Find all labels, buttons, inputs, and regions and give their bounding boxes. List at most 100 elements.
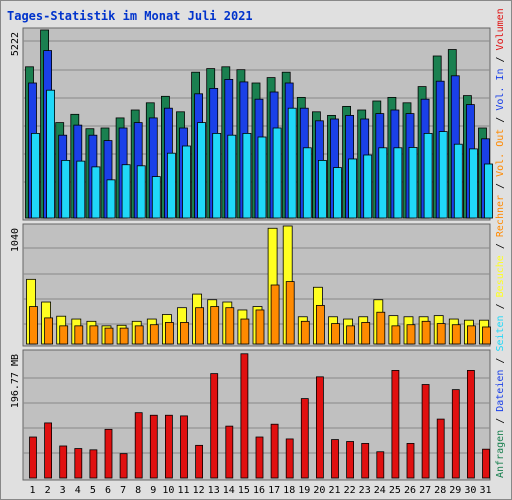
x-axis-label-day-7: 7 xyxy=(120,485,126,496)
x-axis-label-day-8: 8 xyxy=(135,485,141,496)
bar-seiten-day-17 xyxy=(272,127,282,219)
x-axis-label-day-20: 20 xyxy=(313,485,325,496)
bar-volumen-day-24 xyxy=(376,451,385,479)
legend-besuche: Besuche xyxy=(495,255,506,303)
bar-seiten-day-19 xyxy=(302,147,312,219)
x-axis-label-day-4: 4 xyxy=(75,485,81,496)
bar-seiten-day-30 xyxy=(468,148,478,219)
x-axis-label-day-15: 15 xyxy=(238,485,250,496)
bar-volumen-day-5 xyxy=(89,449,98,479)
x-axis-label-day-26: 26 xyxy=(404,485,416,496)
bar-rechner-day-2 xyxy=(44,317,53,345)
x-axis-label-day-2: 2 xyxy=(45,485,51,496)
y-axis-max-label-middle: 1040 xyxy=(10,228,21,252)
bar-rechner-day-23 xyxy=(361,322,371,345)
x-axis-label-day-25: 25 xyxy=(389,485,401,496)
bar-seiten-day-10 xyxy=(166,152,176,219)
legend-dateien: Dateien xyxy=(495,370,506,418)
bar-seiten-day-4 xyxy=(76,160,86,219)
bar-seiten-day-26 xyxy=(408,147,418,219)
x-axis-label-day-29: 29 xyxy=(449,485,461,496)
bar-volumen-day-6 xyxy=(104,428,113,479)
bar-volumen-day-1 xyxy=(29,436,37,479)
bar-volumen-day-18 xyxy=(285,438,294,479)
x-axis-label-day-21: 21 xyxy=(328,485,340,496)
legend-separator: / xyxy=(495,418,506,430)
bar-seiten-day-21 xyxy=(333,167,342,219)
bar-seiten-day-9 xyxy=(151,176,161,219)
bar-seiten-day-3 xyxy=(61,159,71,219)
bar-rechner-day-25 xyxy=(391,325,401,345)
x-axis-label-day-17: 17 xyxy=(268,485,280,496)
bar-seiten-day-12 xyxy=(197,122,207,219)
legend-vol-in: Vol. In xyxy=(495,69,506,117)
bar-volumen-day-20 xyxy=(315,376,324,479)
bar-seiten-day-25 xyxy=(393,147,403,219)
bar-volumen-day-31 xyxy=(482,448,490,479)
bar-rechner-day-16 xyxy=(255,309,265,345)
x-axis-label-day-1: 1 xyxy=(29,485,35,496)
x-axis-label-day-31: 31 xyxy=(479,485,491,496)
bar-seiten-day-24 xyxy=(378,147,388,219)
legend-separator: / xyxy=(495,183,506,195)
x-axis-label-day-5: 5 xyxy=(90,485,96,496)
bar-rechner-day-31 xyxy=(482,326,491,345)
bar-volumen-day-29 xyxy=(451,389,460,479)
bar-rechner-day-12 xyxy=(195,307,205,345)
y-axis-max-label-top: 5222 xyxy=(10,32,21,56)
bar-volumen-day-16 xyxy=(255,436,264,479)
bar-rechner-day-21 xyxy=(331,323,340,345)
bar-seiten-day-6 xyxy=(106,179,116,219)
bar-volumen-day-23 xyxy=(361,443,370,479)
x-axis-label-day-27: 27 xyxy=(419,485,431,496)
bar-volumen-day-30 xyxy=(466,370,475,479)
bar-seiten-day-11 xyxy=(182,145,191,219)
bar-seiten-day-13 xyxy=(212,132,222,219)
bar-seiten-day-29 xyxy=(453,143,463,219)
bar-volumen-day-14 xyxy=(225,425,234,479)
x-axis-label-day-14: 14 xyxy=(223,485,235,496)
x-axis-label-day-23: 23 xyxy=(359,485,371,496)
bar-volumen-day-19 xyxy=(300,398,309,479)
bar-seiten-day-14 xyxy=(227,134,237,219)
bar-seiten-day-1 xyxy=(31,132,40,219)
legend-rechner: Rechner xyxy=(495,195,506,243)
bar-volumen-day-13 xyxy=(210,373,219,479)
bar-volumen-day-11 xyxy=(180,415,188,479)
bar-rechner-day-20 xyxy=(315,305,325,345)
bar-volumen-day-21 xyxy=(331,439,339,479)
bar-rechner-day-28 xyxy=(436,323,446,345)
bar-volumen-day-15 xyxy=(240,353,249,479)
bar-rechner-day-24 xyxy=(376,311,386,345)
bar-seiten-day-18 xyxy=(287,107,297,219)
bar-volumen-day-4 xyxy=(74,448,83,479)
bar-rechner-day-18 xyxy=(285,281,295,345)
bar-rechner-day-22 xyxy=(346,325,356,345)
bar-rechner-day-30 xyxy=(466,325,476,345)
x-axis-label-day-12: 12 xyxy=(193,485,205,496)
bar-seiten-day-22 xyxy=(348,158,358,219)
x-axis-label-day-24: 24 xyxy=(374,485,386,496)
bar-seiten-day-31 xyxy=(484,163,493,219)
bar-volumen-day-2 xyxy=(44,422,52,479)
bar-volumen-day-25 xyxy=(391,370,400,479)
legend-separator: / xyxy=(495,243,506,255)
bar-seiten-day-28 xyxy=(438,131,448,219)
bar-seiten-day-20 xyxy=(317,159,327,219)
bar-seiten-day-7 xyxy=(121,164,131,219)
bar-seiten-day-27 xyxy=(423,132,433,219)
bar-seiten-day-16 xyxy=(257,136,267,219)
bar-rechner-day-10 xyxy=(164,322,174,345)
bar-volumen-day-28 xyxy=(436,418,445,479)
legend-separator: / xyxy=(495,358,506,370)
y-axis-max-label-bottom: 196.77 MB xyxy=(10,354,21,408)
x-axis-label-day-28: 28 xyxy=(434,485,446,496)
legend-seiten: Seiten xyxy=(495,315,506,357)
bar-rechner-day-17 xyxy=(270,284,280,345)
bar-rechner-day-14 xyxy=(225,307,235,345)
bar-rechner-day-6 xyxy=(104,327,114,345)
legend-vol-out: Vol. Out xyxy=(495,129,506,183)
x-axis-label-day-22: 22 xyxy=(344,485,356,496)
x-axis-label-day-10: 10 xyxy=(162,485,174,496)
